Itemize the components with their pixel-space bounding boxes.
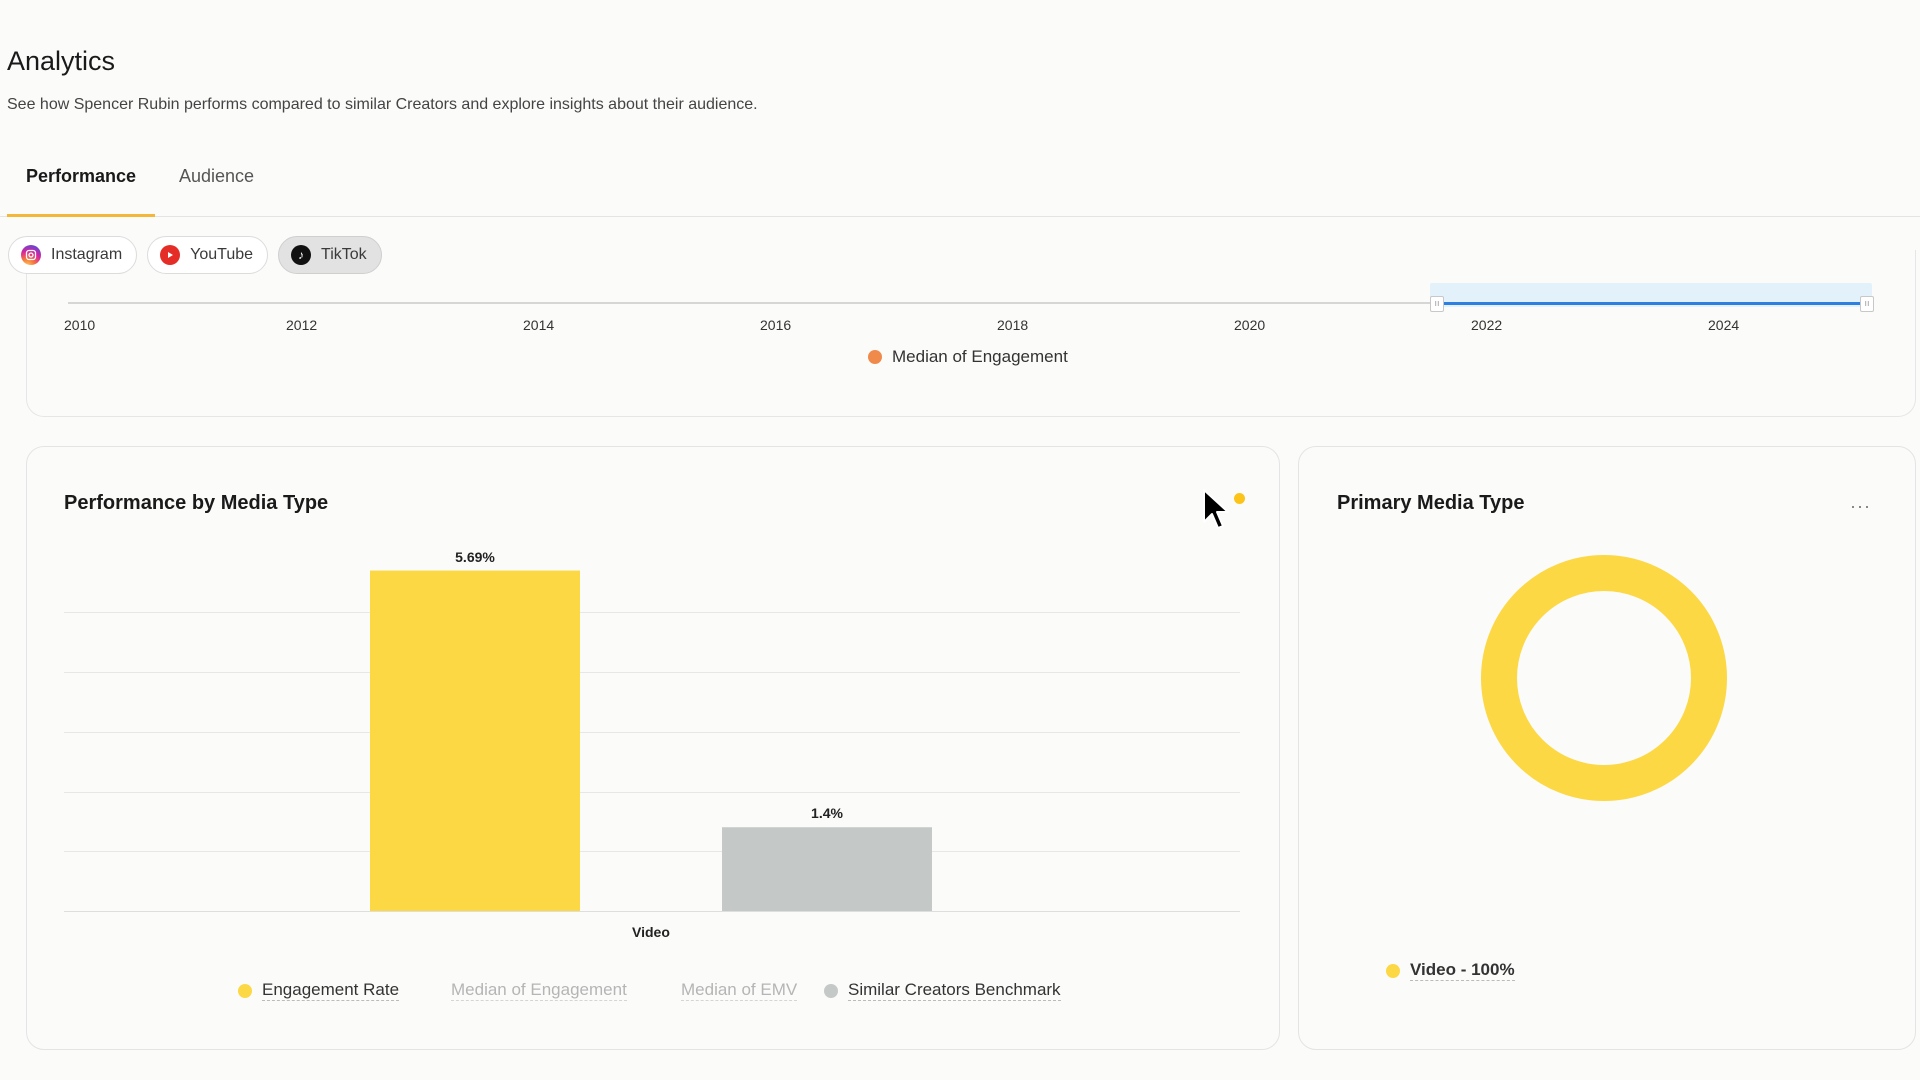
platform-chip-tiktok[interactable]: ♪ TikTok <box>278 236 382 274</box>
timeline-year-label: 2010 <box>64 317 96 333</box>
primary-media-donut-chart <box>1481 555 1727 801</box>
timeline-year-label: 2016 <box>760 317 792 333</box>
timeline-year-label: 2024 <box>1708 317 1740 333</box>
youtube-icon <box>160 245 181 265</box>
legend-dot-icon <box>868 350 882 364</box>
legend-label: Median of EMV <box>681 980 798 1001</box>
page-subtitle: See how Spencer Rubin performs compared … <box>7 96 758 113</box>
legend-label: Engagement Rate <box>262 980 400 1001</box>
timeline-track <box>68 302 1868 304</box>
legend-dot-icon <box>1386 963 1400 978</box>
legend-dot-icon <box>824 983 838 998</box>
timeline-legend-label: Median of Engagement <box>892 347 1068 366</box>
tab-performance[interactable]: Performance <box>7 164 156 217</box>
legend-item-median-engagement[interactable]: Median of Engagement <box>451 980 627 1001</box>
timeline-legend[interactable]: Median of Engagement <box>868 347 1068 367</box>
donut-legend-video[interactable]: Video - 100% <box>1386 960 1515 981</box>
gridline <box>64 792 1240 793</box>
primary-media-type-card <box>1298 446 1916 1050</box>
timeline-year-label: 2012 <box>286 317 318 333</box>
x-axis-category-label: Video <box>632 924 670 940</box>
tab-bar: Performance Audience <box>0 150 1920 217</box>
primary-card-title: Primary Media Type <box>1337 492 1525 514</box>
legend-item-engagement-rate[interactable]: Engagement Rate <box>238 980 400 1001</box>
bar-value-label-benchmark: 1.4% <box>811 805 843 822</box>
tab-audience[interactable]: Audience <box>179 166 255 186</box>
legend-label: Similar Creators Benchmark <box>848 980 1061 1001</box>
performance-by-media-type-card <box>26 446 1280 1050</box>
timeline-year-label: 2014 <box>523 317 555 333</box>
timeline-year-label: 2022 <box>1471 317 1503 333</box>
gridline <box>64 672 1240 673</box>
bar-value-label-engagement: 5.69% <box>455 548 495 565</box>
performance-card-title: Performance by Media Type <box>64 492 329 514</box>
page-title: Analytics <box>7 46 116 76</box>
gridline <box>64 732 1240 733</box>
timeline-range-line <box>1436 302 1866 305</box>
more-options-button[interactable]: ··· <box>1850 496 1871 516</box>
mouse-cursor-icon <box>1203 489 1229 529</box>
platform-filter: Instagram YouTube ♪ TikTok <box>8 236 382 274</box>
donut-legend-label: Video - 100% <box>1410 960 1515 981</box>
gridline <box>64 612 1240 613</box>
timeline-end-handle[interactable]: ıı <box>1860 296 1874 312</box>
timeline-year-label: 2020 <box>1234 317 1266 333</box>
platform-chip-label: Instagram <box>51 246 123 263</box>
legend-item-similar-creators-benchmark[interactable]: Similar Creators Benchmark <box>824 980 1061 1001</box>
legend-item-median-emv[interactable]: Median of EMV <box>681 980 798 1001</box>
donut-slice-video <box>1481 555 1727 801</box>
platform-chip-instagram[interactable]: Instagram <box>8 236 138 274</box>
instagram-icon <box>21 245 41 265</box>
timeline-card <box>26 250 1916 417</box>
timeline-start-handle[interactable]: ıı <box>1430 296 1444 312</box>
tiktok-icon: ♪ <box>291 245 312 265</box>
legend-label: Median of Engagement <box>451 980 627 1001</box>
gridline <box>64 851 1240 852</box>
platform-chip-youtube[interactable]: YouTube <box>147 236 269 274</box>
platform-chip-label: TikTok <box>321 246 367 263</box>
platform-chip-label: YouTube <box>190 246 254 263</box>
notification-dot <box>1234 493 1245 504</box>
x-axis-line <box>64 911 1240 912</box>
timeline-year-label: 2018 <box>997 317 1029 333</box>
legend-dot-icon <box>238 983 252 998</box>
